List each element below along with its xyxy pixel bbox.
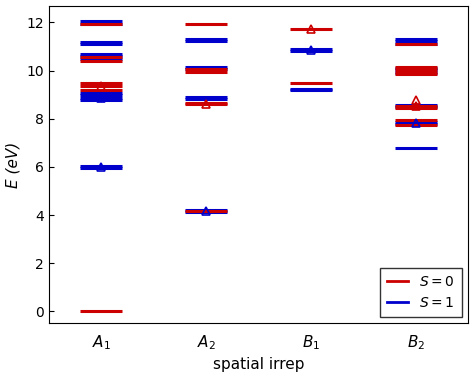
X-axis label: spatial irrep: spatial irrep	[213, 358, 304, 372]
Legend: $S = 0$, $S = 1$: $S = 0$, $S = 1$	[380, 268, 462, 316]
Y-axis label: E (eV): E (eV)	[6, 141, 20, 187]
